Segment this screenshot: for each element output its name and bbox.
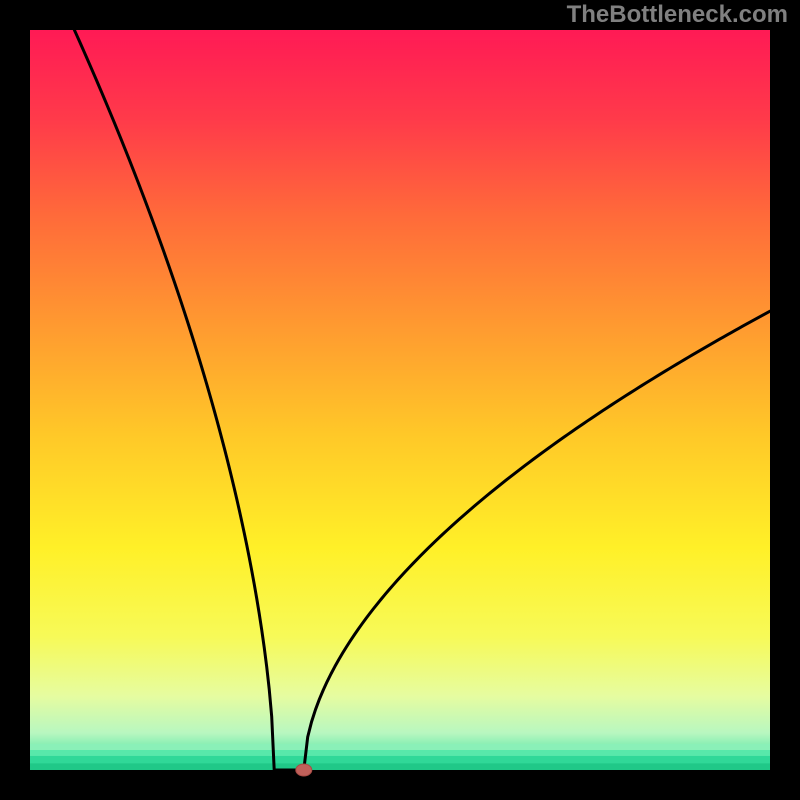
bottleneck-chart (0, 0, 800, 800)
chart-container: TheBottleneck.com (0, 0, 800, 800)
plot-background (30, 30, 770, 770)
optimum-marker (296, 764, 312, 776)
